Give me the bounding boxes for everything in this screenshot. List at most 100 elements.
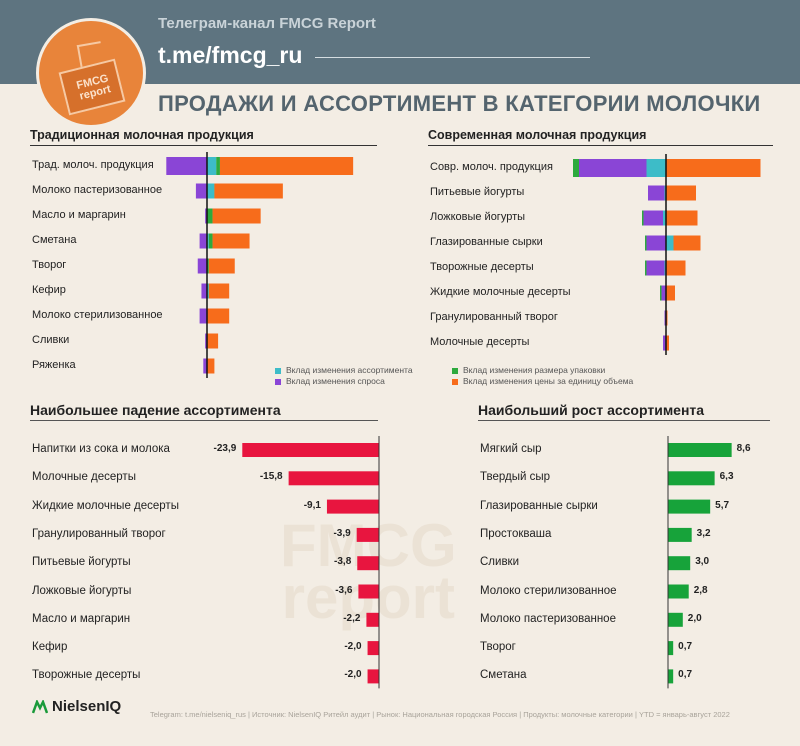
value-label-2-4: -3,8 [334, 556, 352, 568]
row-label-0-0: Трад. молоч. продукция [32, 159, 154, 171]
value-label-3-1: 6,3 [719, 471, 734, 483]
bar-1-7-s1 [663, 335, 666, 351]
bar-0-0-s2 [216, 157, 220, 175]
bar-label-2-6: Масло и маргарин [32, 612, 131, 625]
bar-0-3-s3 [212, 233, 250, 249]
legend-swatch-pack-size [452, 367, 458, 374]
bar-0-5-s0 [207, 283, 209, 299]
bar-1-4-s2 [645, 260, 647, 276]
bar-1-1-s3 [666, 185, 696, 201]
decline-section-underline [30, 420, 378, 421]
modern-panel-underline [428, 145, 773, 146]
bar-0-4-s3 [208, 258, 235, 274]
bar-label-3-2: Глазированные сырки [480, 499, 598, 512]
bar-label-3-7: Творог [480, 641, 516, 654]
bar-1-1-s1 [648, 185, 665, 201]
bar-0-0-s1 [166, 157, 207, 175]
bar-label-2-4: Питьевые йогурты [32, 556, 131, 569]
channel-link[interactable]: t.me/fmcg_ru [158, 42, 303, 68]
value-bar-3-2 [668, 499, 711, 514]
value-label-2-5: -3,6 [335, 584, 353, 596]
value-label-3-3: 3,2 [696, 527, 711, 539]
row-label-1-0: Совр. молоч. продукция [430, 161, 553, 173]
legend-demand: Вклад изменения спроса [275, 376, 385, 386]
bar-0-1-s0 [207, 183, 215, 199]
legend-unit-price: Вклад изменения цены за единицу объема [452, 376, 633, 386]
bar-0-6-s3 [207, 308, 230, 324]
modern-panel-title: Современная молочная продукция [428, 128, 647, 142]
bar-0-2-s2 [207, 208, 213, 224]
bar-0-2-s3 [212, 208, 261, 224]
growth-section-underline [478, 420, 770, 421]
bar-0-2-s1 [205, 208, 207, 224]
value-bar-2-5 [358, 584, 379, 599]
value-label-3-7: 0,7 [678, 641, 693, 653]
bar-label-3-3: Простокваша [480, 527, 552, 540]
value-label-3-4: 3,0 [695, 556, 710, 568]
value-label-2-0: -23,9 [213, 443, 237, 454]
value-label-2-7: -2,0 [344, 641, 362, 653]
bar-1-2-s2 [642, 210, 644, 226]
bar-0-5-s3 [208, 283, 230, 299]
background-watermark: FMCG report [280, 516, 457, 628]
bar-0-7-s3 [207, 333, 219, 349]
row-label-0-7: Сливки [32, 334, 70, 346]
row-label-0-5: Кефир [32, 284, 66, 296]
row-label-0-3: Сметана [32, 234, 77, 246]
bar-label-2-7: Кефир [32, 641, 68, 654]
footer-source-note: Telegram: t.me/nielseniq_rus | Источник:… [150, 710, 730, 719]
value-label-3-0: 8,6 [736, 443, 751, 454]
bar-label-3-1: Твердый сыр [480, 471, 551, 484]
legend-assortment: Вклад изменения ассортимента [275, 365, 413, 375]
bar-1-0-s2 [573, 159, 579, 177]
bar-1-0-s0 [646, 159, 666, 177]
value-bar-2-7 [367, 641, 379, 656]
bar-label-3-5: Молоко стерилизованное [480, 584, 617, 597]
value-bar-3-3 [668, 527, 692, 542]
bar-0-6-s1 [199, 308, 207, 324]
bar-1-0-s3 [666, 159, 761, 177]
value-label-2-3: -3,9 [333, 527, 351, 539]
legend-pack-size: Вклад изменения размера упаковки [452, 365, 605, 375]
bar-0-3-s2 [208, 233, 213, 249]
bar-label-3-4: Сливки [480, 556, 520, 569]
bar-0-0-s3 [219, 157, 354, 175]
bar-0-4-s1 [197, 258, 207, 274]
legend-pack-size-label: Вклад изменения размера упаковки [463, 365, 606, 375]
bar-0-7-s1 [205, 333, 207, 349]
value-bar-3-8 [668, 669, 674, 684]
bar-0-3-s1 [199, 233, 207, 249]
row-label-1-3: Глазированные сырки [430, 236, 543, 248]
page-title: ПРОДАЖИ И АССОРТИМЕНТ В КАТЕГОРИИ МОЛОЧК… [158, 91, 761, 116]
row-label-1-5: Жидкие молочные десерты [430, 286, 571, 298]
value-label-3-6: 2,0 [687, 612, 702, 624]
value-bar-2-8 [367, 669, 379, 684]
legend-swatch-demand [275, 378, 281, 385]
legend-swatch-unit-price [452, 378, 458, 385]
bar-1-3-s2 [645, 235, 647, 251]
bar-1-0-s1 [579, 159, 647, 177]
decline-section-title: Наибольшее падение ассортимента [30, 402, 281, 418]
value-bar-3-5 [668, 584, 689, 599]
value-label-2-1: -15,8 [259, 471, 283, 483]
bar-1-3-s0 [666, 235, 674, 251]
row-label-0-1: Молоко пастеризованное [32, 184, 163, 196]
growth-section-title: Наибольший рост ассортимента [478, 402, 705, 418]
bar-0-3-s0 [207, 233, 209, 249]
value-bar-2-2 [326, 499, 379, 514]
row-label-0-6: Молоко стерилизованное [32, 309, 163, 321]
bar-1-2-s3 [666, 210, 698, 226]
traditional-panel-title: Традиционная молочная продукция [30, 128, 254, 142]
bar-1-7-s3 [666, 335, 669, 351]
traditional-panel-underline [30, 145, 377, 146]
bar-label-2-1: Молочные десерты [32, 471, 136, 484]
bar-0-4-s2 [207, 258, 209, 274]
bar-label-3-6: Молоко пастеризованное [480, 612, 616, 625]
value-bar-3-0 [668, 443, 732, 457]
nielseniq-brand: NielsenIQ [52, 698, 122, 715]
legend-unit-price-label: Вклад изменения цены за единицу объема [463, 376, 634, 386]
bar-0-8-s3 [207, 358, 215, 374]
row-label-1-1: Питьевые йогурты [430, 186, 525, 198]
bar-label-2-5: Ложковые йогурты [32, 584, 132, 597]
